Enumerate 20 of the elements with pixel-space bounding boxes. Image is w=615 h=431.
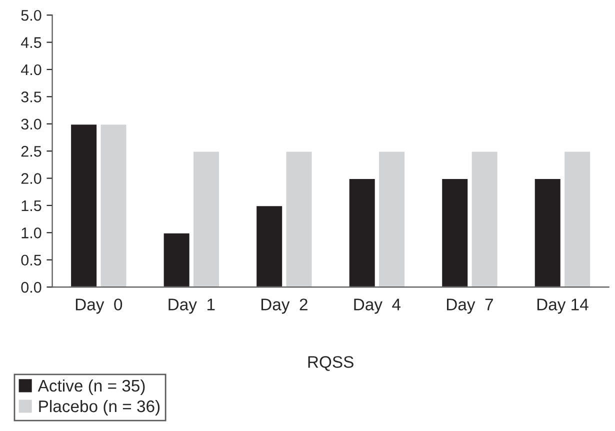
y-tick-label: 3.0	[21, 118, 42, 130]
x-tick-label: Day 2	[261, 298, 308, 314]
y-tick-label: 2.0	[21, 173, 42, 184]
y-tick-label: 1.0	[22, 228, 42, 238]
y-tick-label: 3.5	[21, 92, 42, 102]
x-tick-label: Day 7	[446, 298, 493, 314]
legend-label: Placebo (n = 36)	[39, 400, 160, 416]
y-tick-label: 1.5	[22, 200, 42, 212]
legend-label: Active (n = 35)	[38, 379, 145, 395]
y-tick-label: 5.0	[21, 10, 42, 21]
x-tick-label: Day 1	[168, 298, 215, 314]
y-tick-label: 0.0	[21, 282, 42, 293]
y-tick-label: 0.5	[21, 254, 42, 266]
y-tick-label: 4.5	[20, 37, 42, 48]
x-tick-label: Day 4	[354, 298, 401, 314]
x-tick-label: Day 14	[537, 298, 588, 314]
x-axis-title: RQSS	[308, 356, 354, 371]
y-tick-label: 2.5	[21, 146, 42, 157]
y-tick-label: 4.0	[20, 64, 42, 76]
x-tick-label: Day 0	[76, 298, 122, 314]
